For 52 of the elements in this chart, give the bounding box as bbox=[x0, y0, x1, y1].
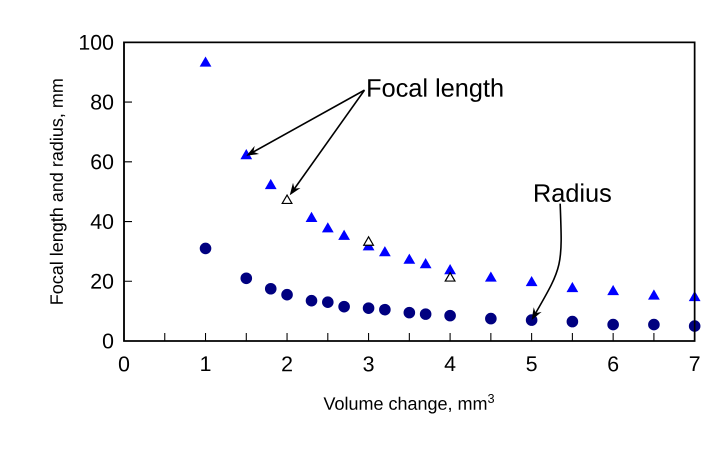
point bbox=[420, 308, 432, 320]
point bbox=[200, 57, 211, 67]
point bbox=[444, 272, 456, 282]
x-tick-label: 4 bbox=[444, 356, 456, 372]
point bbox=[282, 194, 292, 204]
x-tick-label: 2 bbox=[282, 356, 292, 372]
x-tick-label: 7 bbox=[690, 356, 700, 372]
point bbox=[281, 289, 293, 301]
point bbox=[338, 230, 350, 240]
point bbox=[362, 302, 374, 314]
point bbox=[566, 316, 578, 328]
point bbox=[648, 318, 660, 331]
point bbox=[240, 272, 252, 284]
y-tick-label: 60 bbox=[91, 154, 114, 170]
point bbox=[485, 272, 496, 282]
point bbox=[306, 295, 318, 307]
y-tick-label: 20 bbox=[91, 274, 114, 289]
point bbox=[264, 283, 277, 295]
point bbox=[240, 150, 252, 160]
point bbox=[379, 304, 391, 316]
point bbox=[265, 180, 276, 190]
x-tick-label: 5 bbox=[526, 356, 537, 372]
point bbox=[404, 306, 416, 319]
y-tick-label: 0 bbox=[102, 334, 114, 349]
point bbox=[338, 301, 350, 313]
point bbox=[566, 282, 578, 292]
point bbox=[607, 318, 619, 331]
x-tick-label: 3 bbox=[363, 356, 374, 372]
x-axis-title: Volume change, mm$^{3}$ bbox=[324, 394, 494, 414]
x-tick-label: 0 bbox=[118, 356, 130, 372]
point bbox=[648, 290, 660, 300]
point bbox=[322, 296, 334, 308]
point bbox=[200, 242, 212, 254]
point bbox=[404, 254, 415, 264]
point bbox=[444, 310, 456, 322]
y-axis-title: Focal length and radius, mm bbox=[50, 80, 67, 304]
point bbox=[306, 212, 317, 222]
point bbox=[420, 258, 432, 268]
y-tick-label: 40 bbox=[90, 214, 114, 230]
point bbox=[608, 286, 619, 296]
x-tick-label: 6 bbox=[608, 356, 618, 372]
y-tick-label: 100 bbox=[80, 34, 114, 50]
x-tick-label: 1 bbox=[201, 356, 210, 372]
point bbox=[526, 276, 538, 286]
annotation: Radius bbox=[535, 184, 611, 202]
point bbox=[379, 246, 390, 256]
point bbox=[444, 264, 456, 274]
y-tick-label: 80 bbox=[91, 94, 114, 110]
point bbox=[363, 236, 374, 246]
point bbox=[485, 312, 497, 325]
point bbox=[322, 222, 334, 233]
annotation: Focal length bbox=[368, 78, 502, 102]
